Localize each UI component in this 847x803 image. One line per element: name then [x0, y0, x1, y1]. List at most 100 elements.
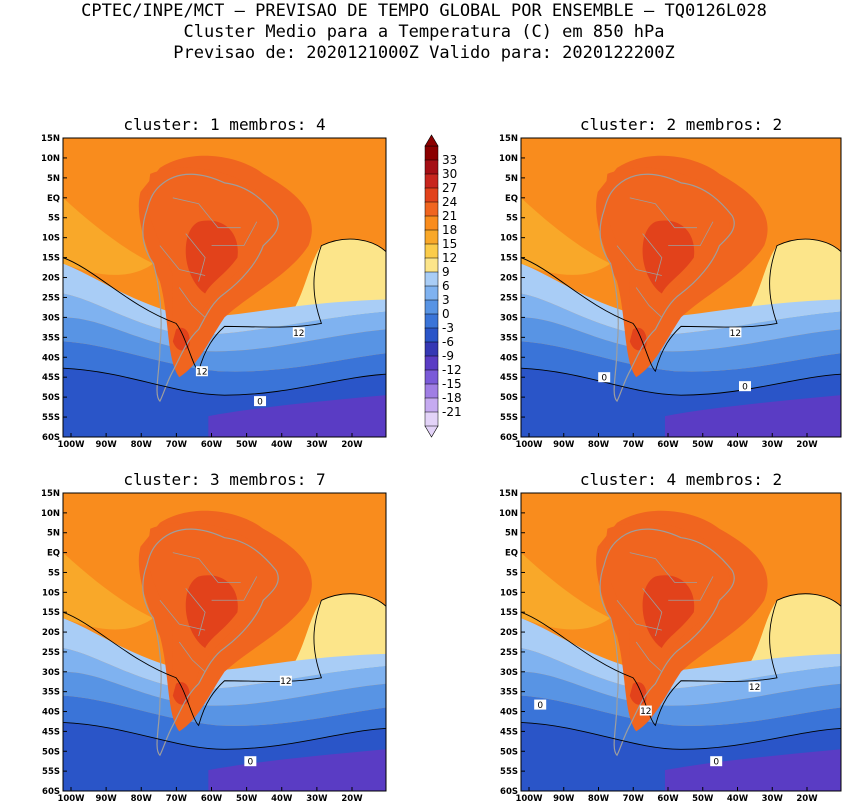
map-panel-1: cluster: 1 membros: 4 12 12 0 15N 10N 5N EQ 5S 10…: [41, 115, 386, 450]
colorbar-swatch: [425, 174, 438, 188]
lat-tick-label: 15S: [500, 608, 518, 618]
lon-tick-label: 90W: [96, 794, 118, 803]
contour-label: 12: [280, 676, 292, 688]
lat-tick-label: 55S: [42, 767, 60, 777]
svg-text:12: 12: [730, 329, 741, 339]
lat-tick-label: 5N: [47, 529, 60, 539]
colorbar-label: 21: [442, 209, 457, 223]
lat-tick-label: 25S: [42, 293, 60, 303]
colorbar-swatch: [425, 286, 438, 300]
panel-title: cluster: 2 membros: 2: [580, 115, 782, 134]
lat-tick-label: 10S: [42, 588, 60, 598]
colorbar-label: 3: [442, 293, 450, 307]
lat-tick-label: 35S: [42, 333, 60, 343]
lat-tick-label: 45S: [42, 373, 60, 383]
colorbar-swatch: [425, 230, 438, 244]
colorbar-arrow-top: [425, 135, 438, 146]
contour-label: 12: [749, 682, 761, 694]
lon-tick-label: 30W: [762, 440, 784, 450]
contour-label: 12: [196, 366, 208, 378]
lat-tick-label: 10N: [499, 154, 518, 164]
lat-tick-label: 55S: [500, 767, 518, 777]
lat-tick-label: EQ: [47, 194, 60, 204]
lat-tick-label: 15N: [499, 489, 518, 499]
colorbar-swatch: [425, 202, 438, 216]
lon-tick-label: 50W: [236, 794, 258, 803]
lat-tick-label: 50S: [500, 393, 518, 403]
lat-tick-label: 5N: [505, 529, 518, 539]
colorbar-swatch: [425, 328, 438, 342]
colorbar-swatch: [425, 188, 438, 202]
lat-tick-label: 35S: [42, 688, 60, 698]
svg-text:12: 12: [749, 683, 760, 693]
lat-tick-label: 5S: [48, 568, 60, 578]
lat-tick-label: 25S: [500, 293, 518, 303]
lon-tick-label: 90W: [553, 440, 575, 450]
lat-tick-label: 10S: [500, 588, 518, 598]
lat-tick-label: 5S: [506, 214, 518, 224]
lat-tick-label: 25S: [500, 648, 518, 658]
lat-tick-label: EQ: [47, 549, 60, 559]
lat-tick-label: 5N: [47, 174, 60, 184]
lat-tick-label: 10N: [41, 154, 60, 164]
lon-tick-label: 80W: [131, 794, 153, 803]
contour-label: 0: [710, 756, 722, 768]
lat-tick-label: 20S: [500, 628, 518, 638]
lat-tick-label: 15S: [500, 254, 518, 264]
panel-title: cluster: 4 membros: 2: [580, 470, 782, 489]
lon-tick-label: 70W: [166, 794, 188, 803]
panel-title: cluster: 3 membros: 7: [123, 470, 325, 489]
lat-tick-label: EQ: [505, 194, 518, 204]
lon-tick-label: 60W: [201, 794, 223, 803]
colorbar-label: -12: [442, 363, 462, 377]
map-panel-4: cluster: 4 membros: 212120015N10N5NEQ5S1…: [499, 470, 841, 803]
lat-tick-label: 10S: [42, 234, 60, 244]
colorbar-label: 33: [442, 153, 457, 167]
lat-tick-label: 20S: [42, 274, 60, 284]
lat-tick-label: 35S: [500, 333, 518, 343]
lon-tick-label: 40W: [271, 440, 293, 450]
lon-tick-label: 60W: [657, 794, 679, 803]
lon-tick-label: 50W: [692, 794, 714, 803]
colorbar-label: 12: [442, 251, 457, 265]
colorbar-swatch: [425, 216, 438, 230]
lon-tick-label: 70W: [623, 440, 645, 450]
lon-tick-label: 50W: [692, 440, 714, 450]
svg-text:12: 12: [293, 329, 304, 339]
lat-tick-label: 40S: [42, 708, 60, 718]
contour-label: 0: [534, 700, 546, 712]
svg-text:0: 0: [742, 383, 748, 393]
map-field: [63, 493, 386, 791]
colorbar-label: -18: [442, 391, 462, 405]
lat-tick-label: 10S: [500, 234, 518, 244]
lat-tick-label: 30S: [500, 313, 518, 323]
contour-label: 12: [640, 706, 652, 718]
lat-tick-label: 15S: [42, 608, 60, 618]
contour-label: 0: [739, 381, 751, 393]
colorbar-label: -21: [442, 405, 462, 419]
svg-text:0: 0: [601, 374, 607, 384]
lat-tick-label: 35S: [500, 688, 518, 698]
svg-text:0: 0: [713, 758, 719, 768]
colorbar-swatch: [425, 146, 438, 160]
panel-title: cluster: 1 membros: 4: [123, 115, 325, 134]
lon-tick-label: 30W: [762, 794, 784, 803]
colorbar-label: 18: [442, 223, 457, 237]
lat-tick-label: 45S: [500, 373, 518, 383]
lat-tick-label: 50S: [42, 747, 60, 757]
colorbar-swatch: [425, 398, 438, 412]
colorbar-swatch: [425, 342, 438, 356]
lon-tick-label: 20W: [341, 440, 363, 450]
lat-tick-label: 15N: [41, 134, 60, 144]
lat-tick-label: 30S: [500, 668, 518, 678]
lon-tick-label: 60W: [657, 440, 679, 450]
lon-tick-label: 100W: [57, 440, 85, 450]
figure-title-line1: CPTEC/INPE/MCT – PREVISAO DE TEMPO GLOBA…: [81, 1, 767, 21]
colorbar-label: 24: [442, 195, 457, 209]
lon-tick-label: 80W: [588, 794, 610, 803]
colorbar-label: 9: [442, 265, 450, 279]
colorbar-label: 27: [442, 181, 457, 195]
svg-text:12: 12: [196, 368, 207, 378]
lat-tick-label: 50S: [42, 393, 60, 403]
